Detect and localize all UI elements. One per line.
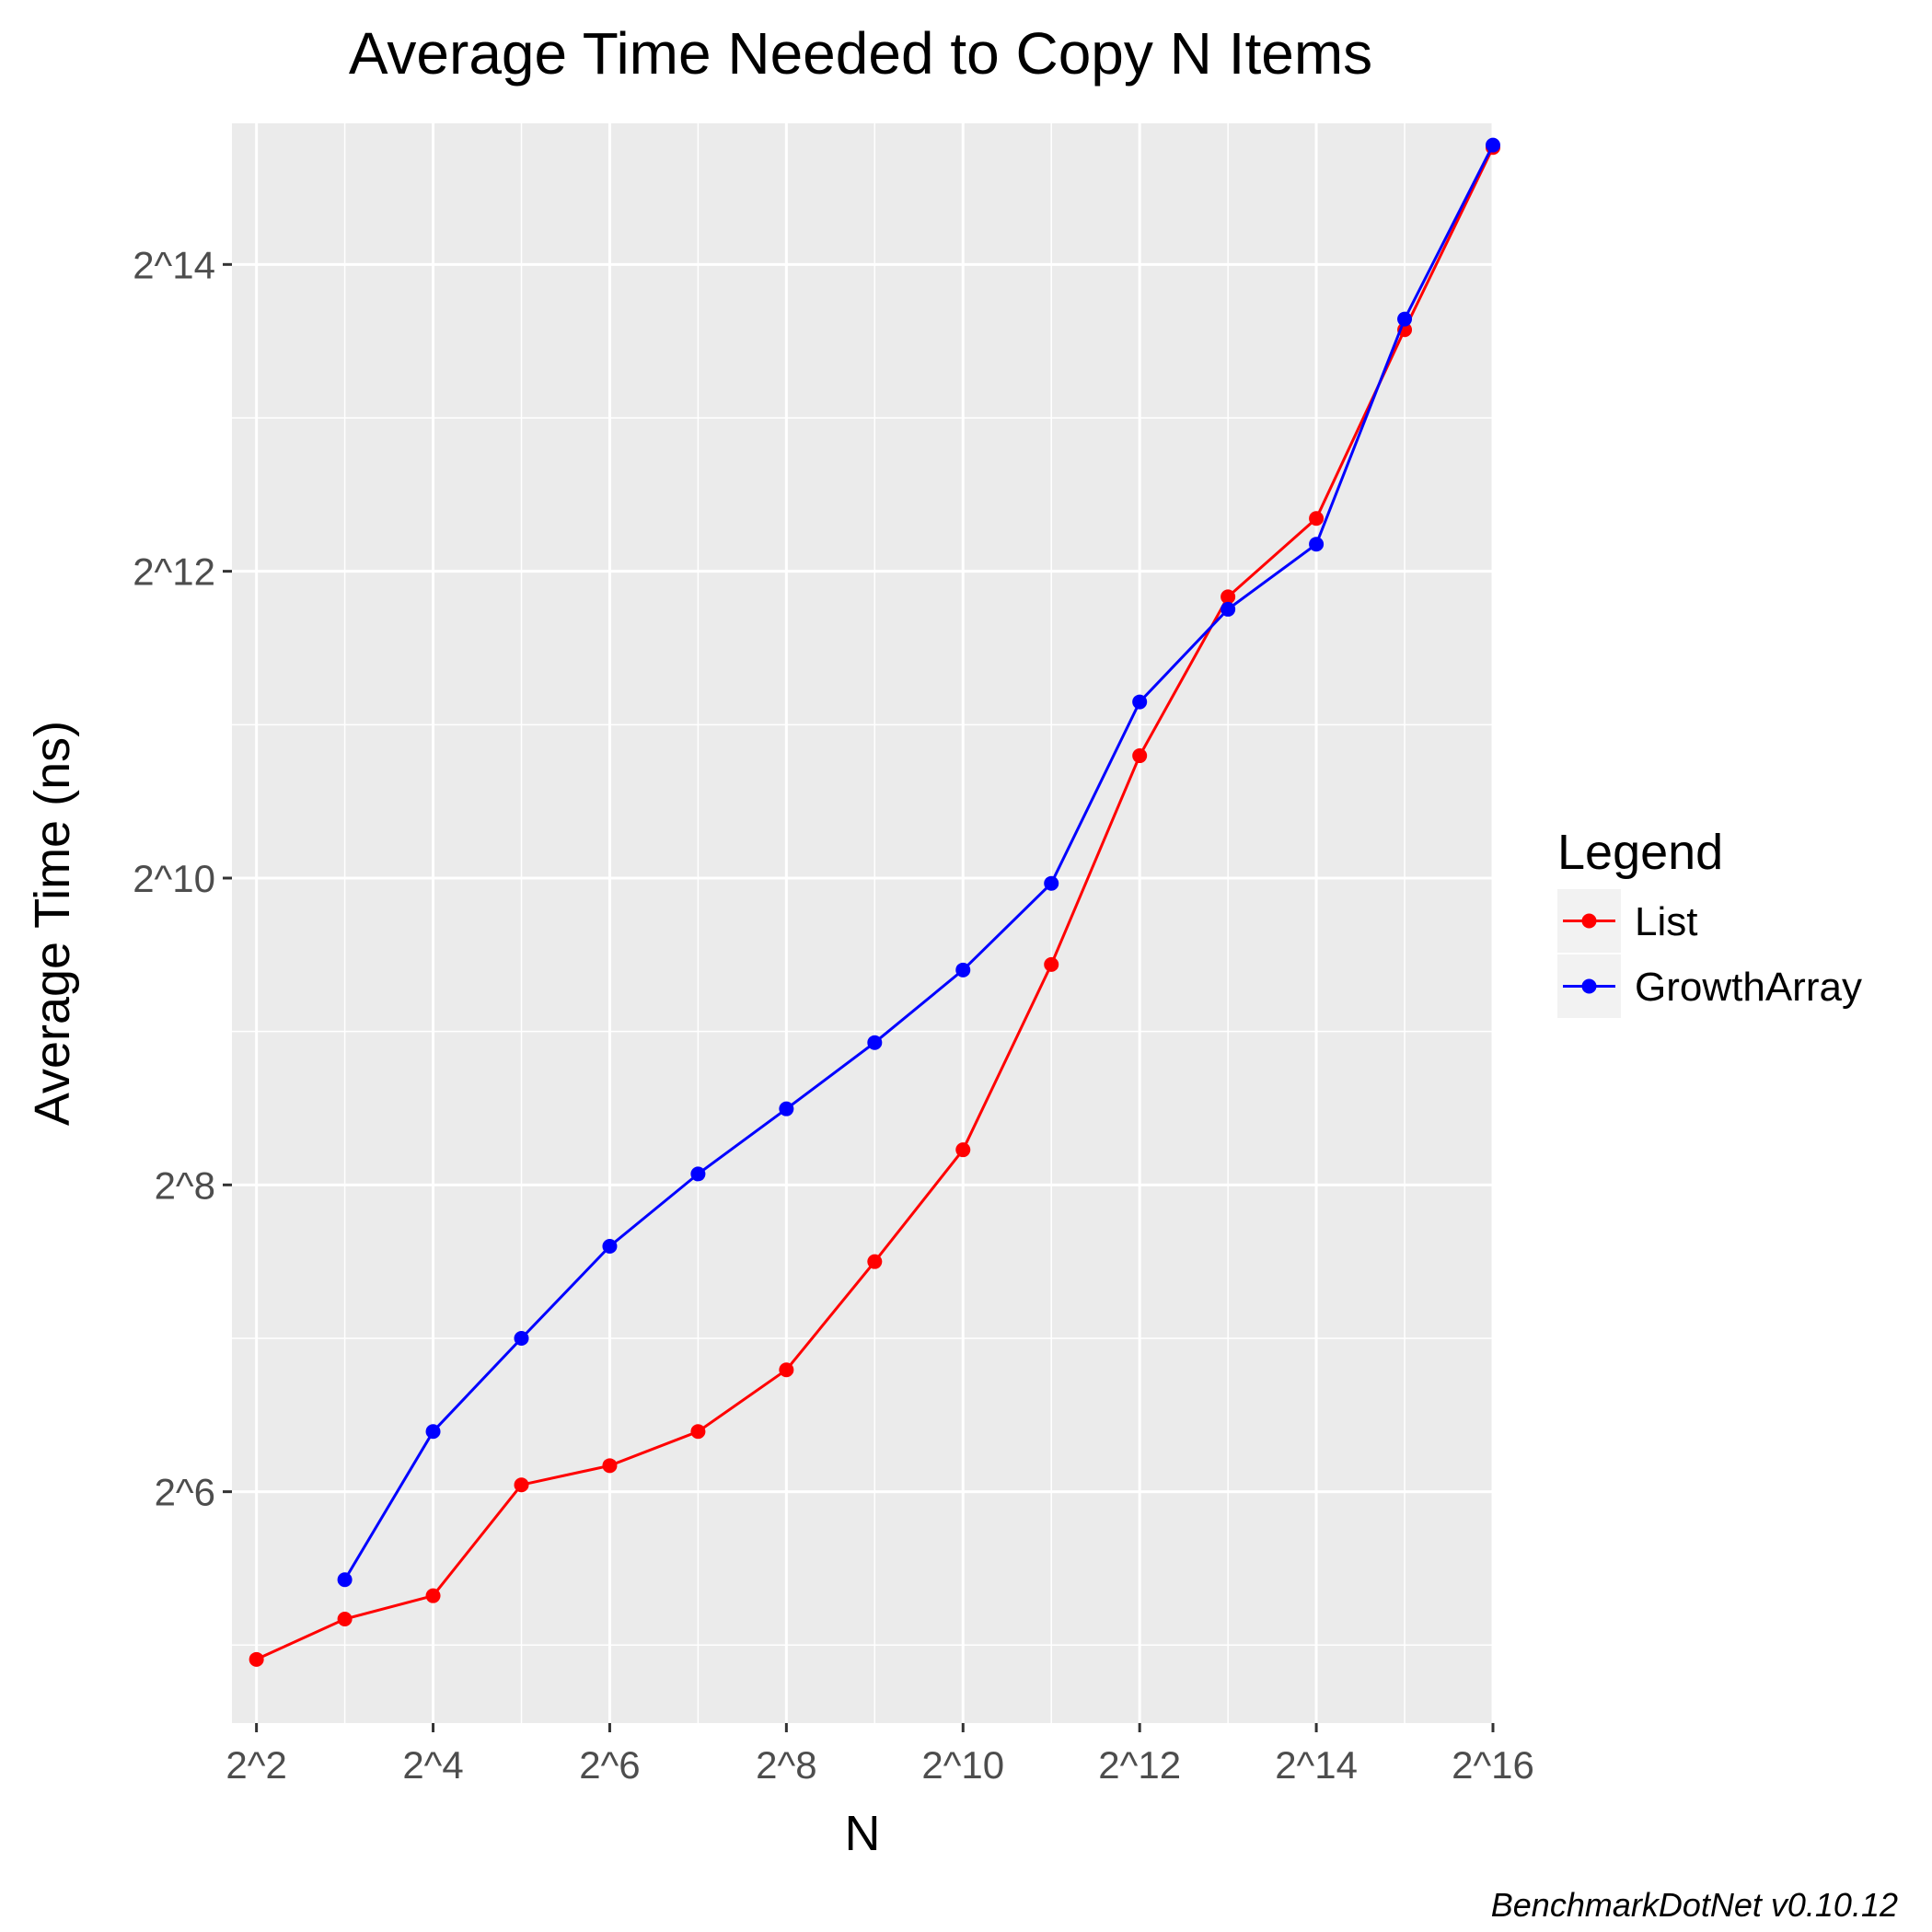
data-point-list	[690, 1424, 706, 1440]
data-point-growtharray	[514, 1330, 529, 1346]
y-tick-label: 2^12	[133, 550, 215, 594]
data-point-growtharray	[337, 1572, 353, 1588]
data-point-list	[1044, 956, 1059, 972]
data-point-list	[1309, 511, 1325, 526]
legend: Legend List GrowthArray	[1557, 825, 1862, 1018]
y-axis: 2^6 2^8 2^10 2^12 2^14	[133, 243, 232, 1514]
data-point-list	[1221, 589, 1236, 605]
data-point-growtharray	[1309, 537, 1325, 552]
x-tick-label: 2^6	[579, 1743, 640, 1787]
y-axis-title: Average Time (ns)	[25, 721, 80, 1126]
x-axis-title: N	[845, 1806, 881, 1861]
data-point-list	[779, 1362, 794, 1378]
data-point-list	[955, 1142, 971, 1158]
legend-label: List	[1635, 899, 1697, 944]
data-point-list	[514, 1477, 529, 1493]
legend-item-list: List	[1557, 889, 1697, 953]
data-point-growtharray	[1486, 137, 1500, 153]
x-tick-label: 2^12	[1098, 1743, 1181, 1787]
y-tick-label: 2^6	[155, 1471, 215, 1514]
legend-key-point	[1581, 978, 1597, 994]
x-tick-label: 2^10	[921, 1743, 1004, 1787]
legend-items: List GrowthArray	[1557, 889, 1862, 1018]
x-axis: 2^2 2^4 2^6 2^8 2^10 2^12 2^14 2^16	[226, 1723, 1534, 1787]
data-point-growtharray	[1397, 311, 1413, 327]
x-tick-label: 2^4	[402, 1743, 463, 1787]
y-tick-label: 2^8	[155, 1163, 215, 1207]
legend-label: GrowthArray	[1635, 965, 1862, 1010]
y-tick-label: 2^10	[133, 857, 215, 900]
data-point-growtharray	[690, 1166, 706, 1182]
y-tick-label: 2^14	[133, 243, 215, 286]
series-growtharray	[337, 137, 1500, 1588]
series-line-growtharray	[343, 144, 1495, 1581]
data-point-list	[867, 1254, 883, 1269]
data-point-growtharray	[955, 962, 971, 978]
data-point-growtharray	[1221, 601, 1236, 617]
plot-panel	[232, 123, 1493, 1723]
x-tick-label: 2^8	[756, 1743, 816, 1787]
data-point-list	[249, 1651, 264, 1667]
x-tick-label: 2^16	[1452, 1743, 1534, 1787]
data-point-list	[1132, 748, 1148, 764]
data-point-list	[425, 1588, 441, 1603]
x-tick-label: 2^14	[1275, 1743, 1358, 1787]
data-point-growtharray	[1044, 875, 1059, 891]
data-point-growtharray	[1132, 694, 1148, 710]
legend-key-point	[1581, 913, 1597, 929]
legend-title: Legend	[1557, 825, 1723, 880]
data-point-growtharray	[779, 1101, 794, 1116]
legend-item-growtharray: GrowthArray	[1557, 954, 1862, 1018]
x-tick-label: 2^2	[226, 1743, 286, 1787]
minor-gridlines	[232, 123, 1493, 1723]
caption: BenchmarkDotNet v0.10.12	[1491, 1886, 1898, 1924]
data-point-growtharray	[602, 1238, 618, 1254]
chart-title: Average Time Needed to Copy N Items	[349, 20, 1372, 87]
data-point-growtharray	[867, 1035, 883, 1050]
series-layer	[249, 137, 1500, 1667]
data-point-list	[337, 1611, 353, 1626]
major-gridlines	[232, 123, 1495, 1723]
data-point-growtharray	[425, 1424, 441, 1440]
data-point-list	[602, 1458, 618, 1474]
